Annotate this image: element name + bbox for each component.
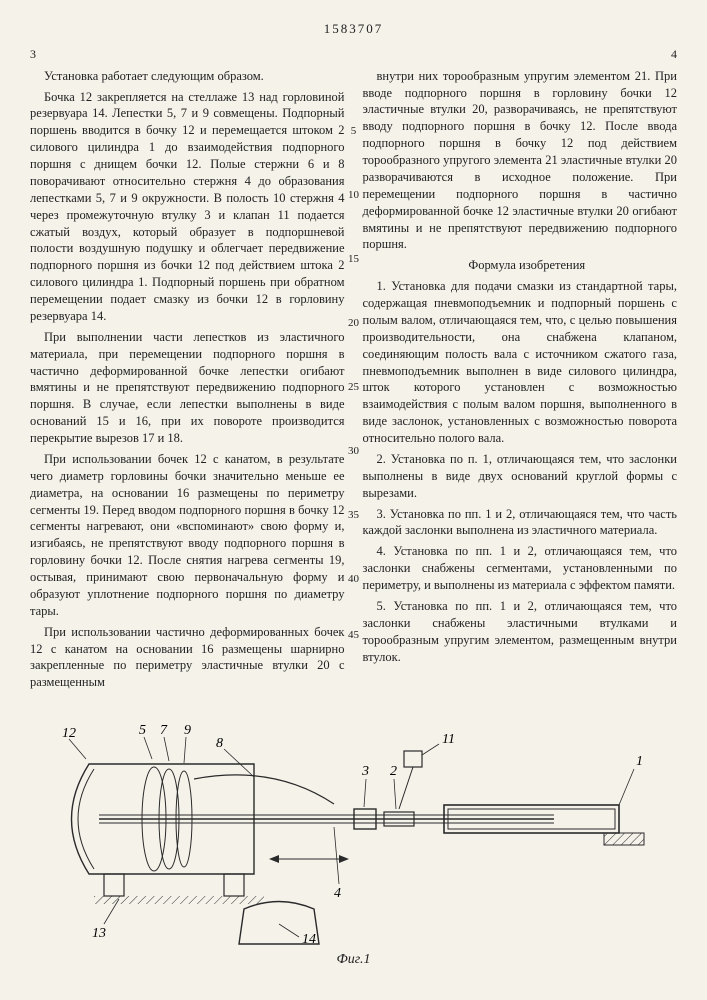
fig-label-11: 11 bbox=[442, 732, 455, 747]
fig-label-8: 8 bbox=[216, 736, 223, 751]
line-marker: 15 bbox=[348, 252, 359, 267]
fig-label-14: 14 bbox=[302, 932, 316, 947]
line-marker: 30 bbox=[348, 444, 359, 459]
para: При использовании бочек 12 с канатом, в … bbox=[30, 451, 345, 620]
fig-label-7: 7 bbox=[160, 723, 168, 738]
figure-caption: Фиг.1 bbox=[30, 951, 677, 970]
formula-heading: Формула изобретения bbox=[363, 257, 678, 274]
para: При использовании частично деформированн… bbox=[30, 624, 345, 692]
line-marker: 10 bbox=[348, 188, 359, 203]
col-left-page: 3 bbox=[30, 46, 36, 62]
fig-label-5: 5 bbox=[139, 723, 146, 738]
fig-label-4: 4 bbox=[334, 886, 341, 901]
claim: 3. Установка по пп. 1 и 2, отличающаяся … bbox=[363, 506, 678, 540]
line-marker: 20 bbox=[348, 316, 359, 331]
right-column: внутри них торообразным упругим элементо… bbox=[363, 68, 678, 696]
fig-label-13: 13 bbox=[92, 926, 106, 941]
line-marker: 45 bbox=[348, 628, 359, 643]
document-number: 1583707 bbox=[30, 20, 677, 38]
fig-label-2: 2 bbox=[390, 764, 397, 779]
claim: 1. Установка для подачи смазки из станда… bbox=[363, 278, 678, 447]
fig-label-12: 12 bbox=[62, 726, 76, 741]
para: Установка работает следующим образом. bbox=[30, 68, 345, 85]
figure-svg: 12 5 7 9 8 13 14 4 3 2 11 1 bbox=[44, 709, 664, 949]
claim: 4. Установка по пп. 1 и 2, отличающаяся … bbox=[363, 543, 678, 594]
claim: 2. Установка по п. 1, отличающаяся тем, … bbox=[363, 451, 678, 502]
fig-label-3: 3 bbox=[361, 764, 369, 779]
line-marker: 35 bbox=[348, 508, 359, 523]
para: внутри них торообразным упругим элементо… bbox=[363, 68, 678, 254]
col-right-page: 4 bbox=[671, 46, 677, 62]
figure-1: 12 5 7 9 8 13 14 4 3 2 11 1 Фиг.1 bbox=[30, 709, 677, 970]
left-column: Установка работает следующим образом. Бо… bbox=[30, 68, 345, 696]
line-marker: 40 bbox=[348, 572, 359, 587]
fig-label-9: 9 bbox=[184, 723, 191, 738]
para: Бочка 12 закрепляется на стеллаже 13 над… bbox=[30, 89, 345, 325]
para: При выполнении части лепестков из эласти… bbox=[30, 329, 345, 447]
line-marker: 25 bbox=[348, 380, 359, 395]
line-marker: 5 bbox=[351, 124, 357, 139]
claim: 5. Установка по пп. 1 и 2, отличающаяся … bbox=[363, 598, 678, 666]
fig-label-1: 1 bbox=[636, 754, 643, 769]
